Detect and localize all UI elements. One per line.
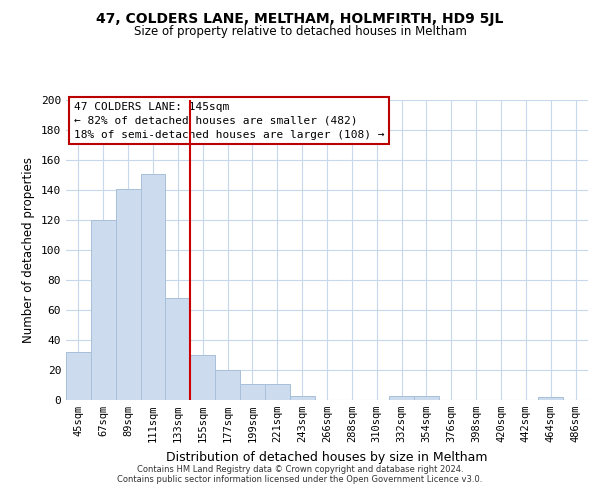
X-axis label: Distribution of detached houses by size in Meltham: Distribution of detached houses by size … (166, 450, 488, 464)
Bar (538, 397, 563, 400)
Text: Contains public sector information licensed under the Open Government Licence v3: Contains public sector information licen… (118, 475, 482, 484)
Text: 47, COLDERS LANE, MELTHAM, HOLMFIRTH, HD9 5JL: 47, COLDERS LANE, MELTHAM, HOLMFIRTH, HD… (97, 12, 503, 26)
Bar (215, 370, 240, 400)
Bar (166, 298, 190, 400)
Y-axis label: Number of detached properties: Number of detached properties (22, 157, 35, 343)
Bar (240, 384, 265, 400)
Bar (290, 396, 314, 400)
Bar (66, 352, 91, 400)
Bar (190, 355, 215, 400)
Bar (389, 396, 414, 400)
Bar (265, 384, 290, 400)
Bar (91, 220, 116, 400)
Text: 47 COLDERS LANE: 145sqm
← 82% of detached houses are smaller (482)
18% of semi-d: 47 COLDERS LANE: 145sqm ← 82% of detache… (74, 102, 385, 140)
Bar (116, 188, 140, 400)
Text: Contains HM Land Registry data © Crown copyright and database right 2024.: Contains HM Land Registry data © Crown c… (137, 465, 463, 474)
Text: Size of property relative to detached houses in Meltham: Size of property relative to detached ho… (134, 25, 466, 38)
Bar (414, 396, 439, 400)
Bar (140, 174, 166, 400)
